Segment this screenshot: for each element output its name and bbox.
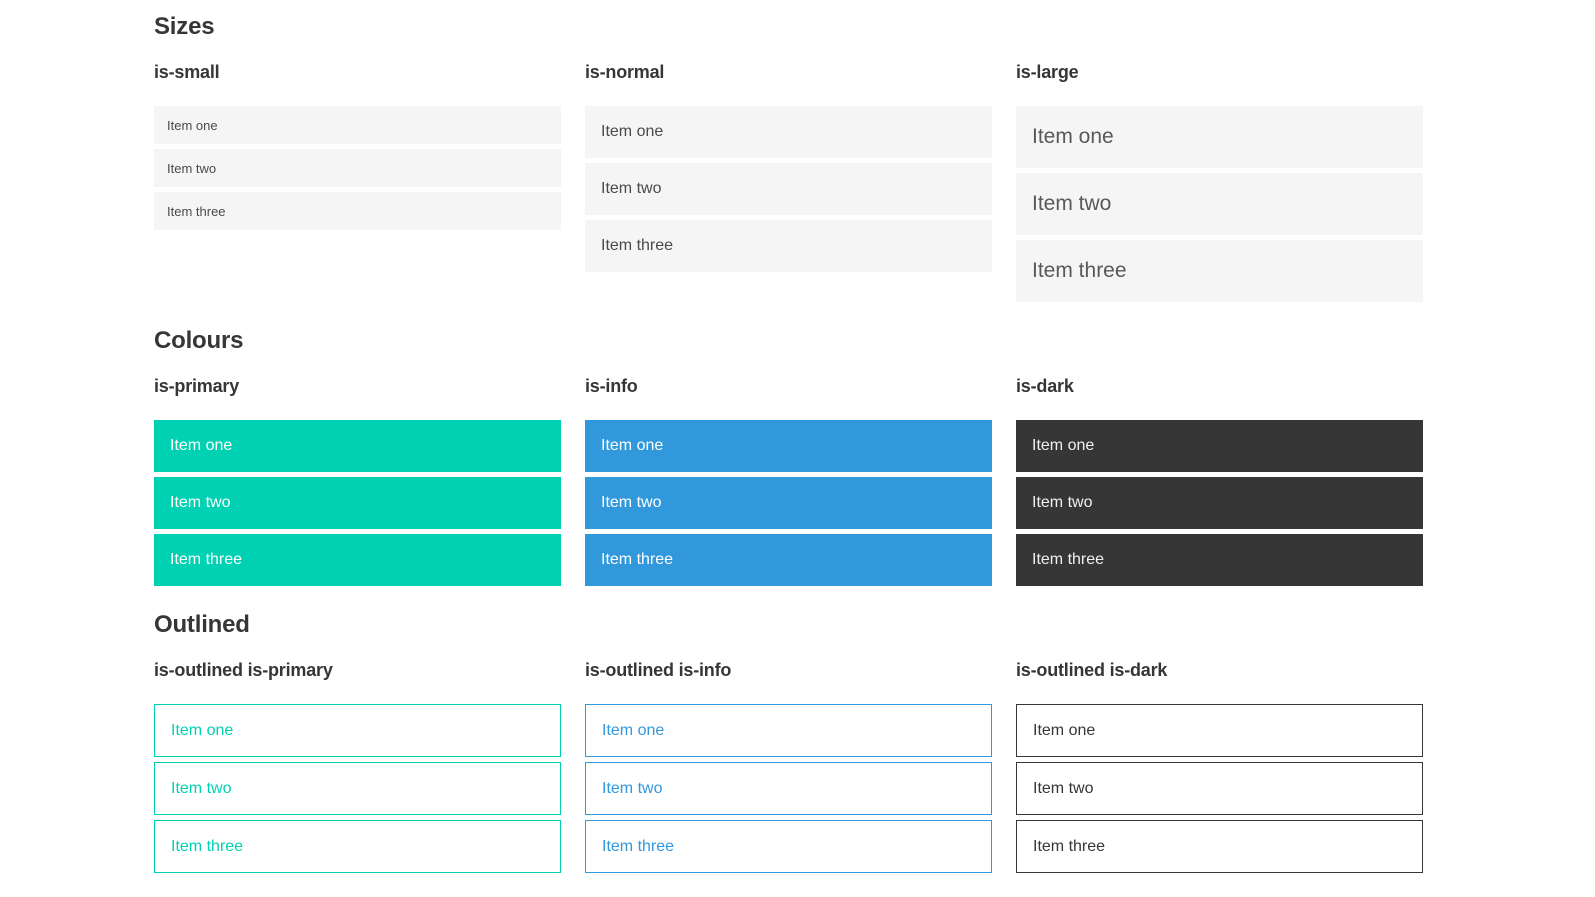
list-item[interactable]: Item two <box>585 762 992 815</box>
list-is-large: Item one Item two Item three <box>1016 106 1423 302</box>
list-item[interactable]: Item three <box>154 534 561 586</box>
list-item[interactable]: Item three <box>585 820 992 873</box>
section-title: Sizes <box>154 13 215 40</box>
colours-grid: is-primary Item one Item two Item three … <box>154 376 1595 586</box>
list-is-primary: Item one Item two Item three <box>154 420 561 586</box>
section-title: Colours <box>154 327 244 354</box>
list-item[interactable]: Item three <box>1016 240 1423 302</box>
list-is-outlined-is-primary: Item one Item two Item three <box>154 704 561 873</box>
list-item[interactable]: Item one <box>154 106 561 144</box>
outlined-grid: is-outlined is-primary Item one Item two… <box>154 660 1595 873</box>
group-is-info: is-info Item one Item two Item three <box>585 376 992 586</box>
list-item[interactable]: Item two <box>585 477 992 529</box>
list-item[interactable]: Item three <box>585 220 992 272</box>
list-item[interactable]: Item two <box>154 477 561 529</box>
list-item[interactable]: Item three <box>585 534 992 586</box>
list-item[interactable]: Item one <box>585 704 992 757</box>
list-item[interactable]: Item three <box>154 820 561 873</box>
list-item[interactable]: Item one <box>1016 106 1423 168</box>
list-item[interactable]: Item two <box>585 163 992 215</box>
sizes-grid: is-small Item one Item two Item three is… <box>154 62 1595 302</box>
group-is-outlined-is-info: is-outlined is-info Item one Item two It… <box>585 660 992 873</box>
group-heading: is-dark <box>1016 376 1074 396</box>
section-colours: Colours is-primary Item one Item two Ite… <box>154 326 1595 586</box>
group-heading: is-outlined is-info <box>585 660 732 680</box>
list-item[interactable]: Item one <box>154 704 561 757</box>
section-sizes: Sizes is-small Item one Item two Item th… <box>154 12 1595 302</box>
group-is-normal: is-normal Item one Item two Item three <box>585 62 992 272</box>
group-is-primary: is-primary Item one Item two Item three <box>154 376 561 586</box>
list-item[interactable]: Item one <box>1016 704 1423 757</box>
list-item[interactable]: Item two <box>1016 477 1423 529</box>
list-is-outlined-is-info: Item one Item two Item three <box>585 704 992 873</box>
group-heading: is-outlined is-primary <box>154 660 333 680</box>
list-is-outlined-is-dark: Item one Item two Item three <box>1016 704 1423 873</box>
list-item[interactable]: Item two <box>1016 173 1423 235</box>
list-item[interactable]: Item three <box>1016 534 1423 586</box>
group-heading: is-outlined is-dark <box>1016 660 1168 680</box>
group-heading: is-normal <box>585 62 665 82</box>
group-heading: is-info <box>585 376 638 396</box>
list-item[interactable]: Item one <box>154 420 561 472</box>
list-item[interactable]: Item three <box>1016 820 1423 873</box>
list-is-info: Item one Item two Item three <box>585 420 992 586</box>
list-item[interactable]: Item one <box>585 106 992 158</box>
list-item[interactable]: Item three <box>154 192 561 230</box>
group-heading: is-large <box>1016 62 1079 82</box>
list-is-dark: Item one Item two Item three <box>1016 420 1423 586</box>
section-outlined: Outlined is-outlined is-primary Item one… <box>154 610 1595 873</box>
list-is-small: Item one Item two Item three <box>154 106 561 230</box>
group-is-small: is-small Item one Item two Item three <box>154 62 561 230</box>
list-is-normal: Item one Item two Item three <box>585 106 992 272</box>
group-heading: is-primary <box>154 376 240 396</box>
list-item[interactable]: Item two <box>154 149 561 187</box>
list-item[interactable]: Item two <box>154 762 561 815</box>
group-heading: is-small <box>154 62 220 82</box>
section-title: Outlined <box>154 611 250 638</box>
group-is-outlined-is-dark: is-outlined is-dark Item one Item two It… <box>1016 660 1423 873</box>
list-item[interactable]: Item one <box>1016 420 1423 472</box>
list-item[interactable]: Item two <box>1016 762 1423 815</box>
list-item[interactable]: Item one <box>585 420 992 472</box>
group-is-large: is-large Item one Item two Item three <box>1016 62 1423 302</box>
group-is-outlined-is-primary: is-outlined is-primary Item one Item two… <box>154 660 561 873</box>
group-is-dark: is-dark Item one Item two Item three <box>1016 376 1423 586</box>
